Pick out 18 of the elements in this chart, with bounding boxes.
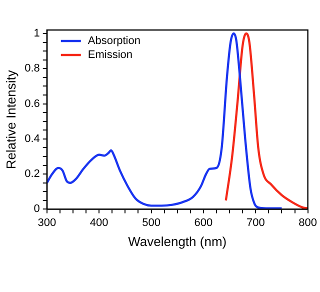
x-tick-label: 500 <box>142 216 160 229</box>
legend-label: Emission <box>88 49 133 62</box>
y-tick-label: 0 <box>34 203 40 216</box>
x-tick-label: 800 <box>298 216 318 229</box>
x-tick-label: 700 <box>246 216 265 229</box>
x-tick-label: 300 <box>38 216 56 229</box>
x-tick-label: 400 <box>90 216 108 229</box>
x-tick-label: 600 <box>194 216 213 229</box>
line-series <box>224 32 308 210</box>
line-series <box>46 32 283 210</box>
x-axis-title: Wavelength (nm) <box>128 234 227 249</box>
y-tick-label: 0.8 <box>24 62 40 75</box>
legend-label: Absorption <box>88 35 140 48</box>
y-axis-title: Relative Intensity <box>3 70 18 170</box>
y-tick-label: 1 <box>34 28 40 40</box>
y-tick-label: 0.4 <box>24 132 40 145</box>
y-tick-label: 0.2 <box>24 168 40 180</box>
y-tick-label: 0.6 <box>24 98 40 110</box>
